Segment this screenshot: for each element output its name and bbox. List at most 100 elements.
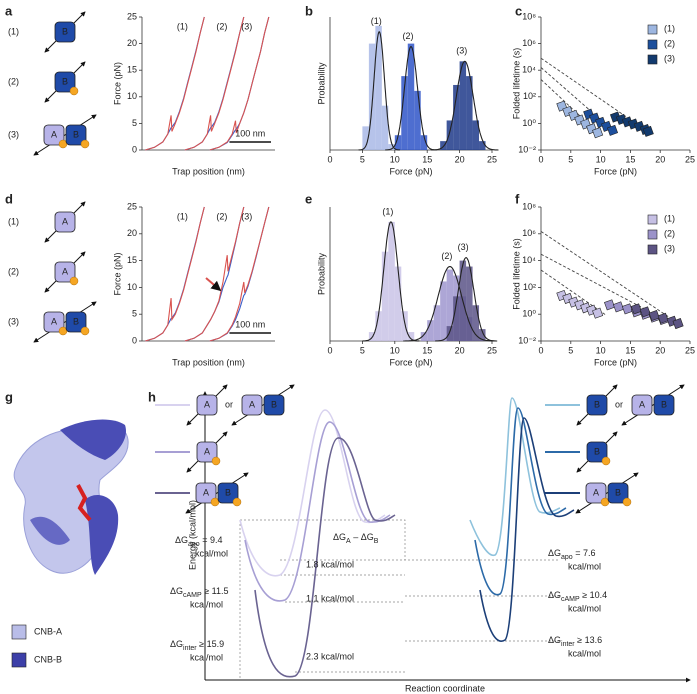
or-label: or xyxy=(225,399,233,409)
legend-swatch xyxy=(647,229,658,240)
hist-bar xyxy=(388,144,395,150)
domain-label: A xyxy=(51,316,57,326)
domain-box xyxy=(607,482,629,504)
delta-g-label: ΔGapo = 7.6 xyxy=(548,548,595,560)
x-tick-label: 0 xyxy=(538,154,543,164)
domain-box xyxy=(54,71,76,93)
relax-trace xyxy=(145,206,205,342)
domain-box xyxy=(65,124,87,146)
domain-box xyxy=(196,394,218,416)
series-label: (3) xyxy=(456,46,467,56)
construct-label: (2) xyxy=(8,266,19,276)
hist-bar xyxy=(368,43,376,150)
construct-label: (1) xyxy=(8,216,19,226)
camp-dot xyxy=(601,456,611,466)
hist-bar xyxy=(401,311,408,341)
domain-label: A xyxy=(62,266,68,276)
pull-trace xyxy=(145,206,205,342)
domain-box xyxy=(585,482,607,504)
symbol: ΔG xyxy=(361,532,374,542)
panel-letter: c xyxy=(515,3,522,18)
domain-label: A xyxy=(51,129,57,139)
unit-label: kcal/mol xyxy=(195,548,228,558)
legend-swatch xyxy=(647,214,658,225)
domain-label: A xyxy=(593,487,599,497)
panel-letter: f xyxy=(515,191,520,206)
symbol: ΔG xyxy=(170,586,183,596)
domain-box xyxy=(54,21,76,43)
unit-label: kcal/mol xyxy=(568,648,601,658)
y-tick-label: 15 xyxy=(127,255,137,265)
scale-bar-label: 100 nm xyxy=(235,319,265,329)
panel-letter: b xyxy=(305,3,313,18)
domain-box xyxy=(586,394,608,416)
series-label: (1) xyxy=(371,16,382,26)
unit-label: kcal/mol xyxy=(568,603,601,613)
camp-dot xyxy=(69,276,79,286)
pull-arrow xyxy=(231,384,295,426)
domain-label: B xyxy=(73,129,79,139)
legend-label: CNB-A xyxy=(34,626,62,636)
x-tick-label: 20 xyxy=(655,345,665,355)
hist-bar xyxy=(381,251,389,341)
construct-label: (1) xyxy=(8,26,19,36)
y-axis-label: Probability xyxy=(316,62,326,105)
fit-line xyxy=(540,269,607,316)
legend-label: (1) xyxy=(664,213,675,223)
domain-box xyxy=(586,441,608,463)
series-label: (1) xyxy=(382,206,393,216)
domain-label: B xyxy=(594,446,600,456)
x-tick-label: 25 xyxy=(685,154,695,164)
difference-label: 1.1 kcal/mol xyxy=(306,593,354,603)
point xyxy=(592,307,604,319)
relation: ≥ 11.5 xyxy=(202,586,229,596)
hist-bar xyxy=(479,141,486,150)
hist-bar xyxy=(394,266,402,341)
camp-dot xyxy=(69,86,79,96)
x-tick-label: 5 xyxy=(360,154,365,164)
y-tick-label: 10⁴ xyxy=(522,65,536,75)
camp-dot xyxy=(80,326,90,336)
y-tick-label: 25 xyxy=(127,11,137,21)
unit-label: kcal/mol xyxy=(568,561,601,571)
hist-bar xyxy=(479,329,486,341)
relation: ≥ 15.9 xyxy=(197,639,224,649)
domain-box xyxy=(195,482,217,504)
hist-bar xyxy=(453,84,460,150)
point xyxy=(657,312,669,324)
series-label: (1) xyxy=(177,211,188,221)
subscript: inter xyxy=(561,641,575,648)
minus: – xyxy=(351,532,361,542)
subscript: cAMP xyxy=(561,596,580,603)
legend-swatch xyxy=(11,624,27,640)
x-tick-label: 15 xyxy=(625,345,635,355)
y-tick-label: 5 xyxy=(132,118,137,128)
y-tick-label: 10⁸ xyxy=(522,11,536,21)
domain-label: B xyxy=(73,316,79,326)
y-tick-label: 10⁻² xyxy=(518,335,536,345)
relation: = 7.6 xyxy=(573,548,596,558)
x-tick-label: 10 xyxy=(390,154,400,164)
subscript: apo xyxy=(561,554,573,561)
unit-label: kcal/mol xyxy=(190,599,223,609)
panel-letter: g xyxy=(5,389,13,404)
domain-label: B xyxy=(62,76,68,86)
delta-g-label: ΔGinter ≥ 15.9 xyxy=(170,639,224,651)
y-axis-label: Probability xyxy=(316,252,326,295)
panel-letter: h xyxy=(148,389,156,404)
legend-label: (2) xyxy=(664,38,675,48)
legend-label: (3) xyxy=(664,243,675,253)
y-tick-label: 10⁸ xyxy=(522,201,536,211)
x-tick-label: 25 xyxy=(487,154,497,164)
subscript: B xyxy=(374,538,379,545)
symbol: ΔG xyxy=(333,532,346,542)
symbol: ΔG xyxy=(548,548,561,558)
difference-title: ΔGA – ΔGB xyxy=(333,532,379,544)
or-label: or xyxy=(615,399,623,409)
gaussian-fit xyxy=(358,31,401,151)
symbol: ΔG xyxy=(548,635,561,645)
x-tick-label: 15 xyxy=(422,345,432,355)
x-tick-label: 5 xyxy=(568,154,573,164)
y-tick-label: 10⁴ xyxy=(522,255,536,265)
gaussian-fit xyxy=(435,257,498,342)
